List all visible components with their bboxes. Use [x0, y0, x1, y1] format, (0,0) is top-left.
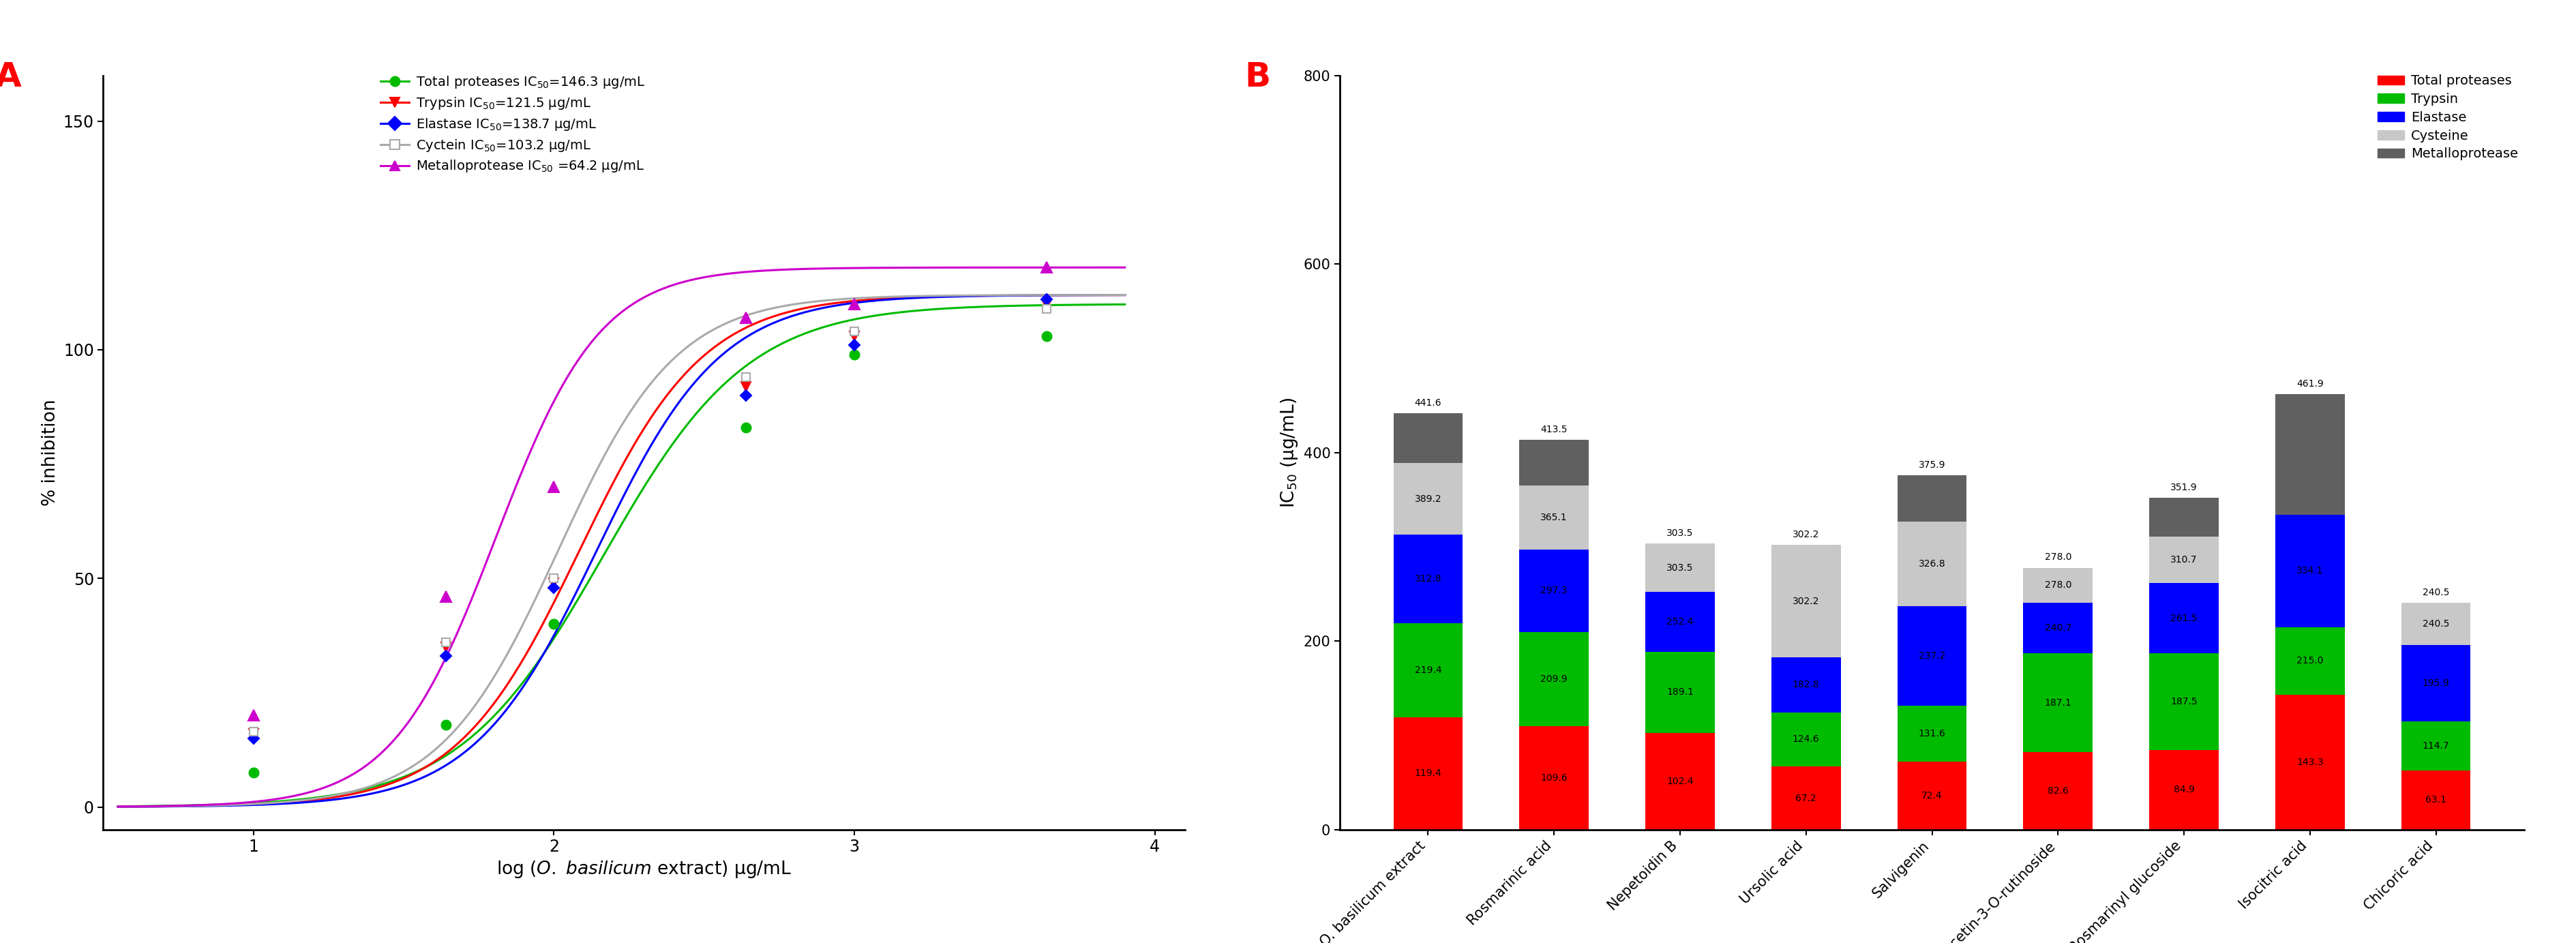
Text: 72.4: 72.4	[1922, 791, 1942, 801]
Text: 375.9: 375.9	[1919, 460, 1945, 470]
Bar	[1520, 486, 1589, 550]
Bar	[1394, 718, 1463, 830]
Bar	[2275, 627, 2344, 695]
Bar	[1899, 475, 1965, 521]
Y-axis label: % inhibition: % inhibition	[41, 399, 59, 506]
Text: 102.4: 102.4	[1667, 777, 1692, 786]
Bar	[2148, 583, 2218, 653]
Text: 261.5: 261.5	[2172, 613, 2197, 623]
Text: 237.2: 237.2	[1919, 652, 1945, 661]
Bar	[2022, 752, 2092, 830]
Text: 252.4: 252.4	[1667, 617, 1692, 626]
Text: 124.6: 124.6	[1793, 735, 1819, 744]
Text: 461.9: 461.9	[2295, 379, 2324, 389]
Text: 189.1: 189.1	[1667, 687, 1692, 697]
Text: A: A	[0, 60, 21, 93]
Text: 114.7: 114.7	[2421, 741, 2450, 751]
Text: 312.8: 312.8	[1414, 574, 1443, 584]
Bar	[2022, 568, 2092, 603]
Text: 413.5: 413.5	[1540, 424, 1566, 434]
Bar	[1646, 734, 1716, 830]
Text: 278.0: 278.0	[2045, 553, 2071, 562]
Text: 389.2: 389.2	[1414, 494, 1443, 504]
Bar	[1394, 623, 1463, 718]
Text: 326.8: 326.8	[1919, 559, 1945, 569]
Text: 84.9: 84.9	[2174, 785, 2195, 795]
Text: 303.5: 303.5	[1667, 528, 1692, 538]
Bar	[2401, 770, 2470, 830]
Text: 278.0: 278.0	[2045, 581, 2071, 590]
Bar	[1520, 439, 1589, 486]
Y-axis label: IC$_{50}$ (μg/mL): IC$_{50}$ (μg/mL)	[1280, 397, 1298, 508]
Bar	[2148, 498, 2218, 537]
Bar	[2022, 603, 2092, 653]
Text: 303.5: 303.5	[1667, 563, 1692, 572]
Legend: Total proteases, Trypsin, Elastase, Cysteine, Metalloprotease: Total proteases, Trypsin, Elastase, Cyst…	[2378, 74, 2517, 160]
Bar	[2401, 645, 2470, 721]
Legend: Total proteases IC$_{50}$=146.3 μg/mL, Trypsin IC$_{50}$=121.5 μg/mL, Elastase I: Total proteases IC$_{50}$=146.3 μg/mL, T…	[381, 74, 647, 174]
Text: 441.6: 441.6	[1414, 398, 1443, 407]
Text: 182.8: 182.8	[1793, 680, 1819, 689]
Text: 67.2: 67.2	[1795, 793, 1816, 802]
Bar	[1394, 535, 1463, 623]
Bar	[1772, 545, 1842, 657]
X-axis label: log ($\mathit{O.\ basilicum}$ extract) µg/mL: log ($\mathit{O.\ basilicum}$ extract) µ…	[497, 859, 791, 880]
Bar	[2401, 604, 2470, 645]
Text: 63.1: 63.1	[2427, 795, 2447, 805]
Bar	[1520, 632, 1589, 726]
Bar	[1899, 521, 1965, 606]
Bar	[1520, 550, 1589, 632]
Bar	[1520, 726, 1589, 830]
Bar	[1899, 606, 1965, 705]
Bar	[1899, 762, 1965, 830]
Text: 351.9: 351.9	[2172, 483, 2197, 492]
Text: 143.3: 143.3	[2298, 757, 2324, 767]
Bar	[1772, 767, 1842, 830]
Bar	[2148, 750, 2218, 830]
Text: 334.1: 334.1	[2298, 566, 2324, 576]
Bar	[1772, 657, 1842, 712]
Bar	[1646, 592, 1716, 652]
Bar	[2401, 721, 2470, 770]
Bar	[1899, 705, 1965, 762]
Bar	[1394, 413, 1463, 463]
Bar	[2148, 537, 2218, 583]
Bar	[2022, 653, 2092, 752]
Text: 240.5: 240.5	[2421, 620, 2450, 629]
Text: 302.2: 302.2	[1793, 530, 1819, 539]
Text: 187.1: 187.1	[2045, 698, 2071, 707]
Text: 109.6: 109.6	[1540, 773, 1569, 783]
Bar	[1772, 712, 1842, 767]
Text: 240.5: 240.5	[2421, 587, 2450, 598]
Text: 119.4: 119.4	[1414, 769, 1443, 778]
Bar	[1394, 463, 1463, 535]
Text: 131.6: 131.6	[1919, 729, 1945, 738]
Text: 187.5: 187.5	[2172, 697, 2197, 706]
Text: 219.4: 219.4	[1414, 666, 1443, 675]
Text: 209.9: 209.9	[1540, 674, 1569, 684]
Text: 240.7: 240.7	[2045, 623, 2071, 633]
Text: 215.0: 215.0	[2298, 656, 2324, 666]
Bar	[2275, 394, 2344, 515]
Text: 297.3: 297.3	[1540, 586, 1566, 595]
Text: 82.6: 82.6	[2048, 786, 2069, 796]
Text: 365.1: 365.1	[1540, 513, 1569, 522]
Text: 310.7: 310.7	[2172, 555, 2197, 565]
Text: 195.9: 195.9	[2421, 679, 2450, 688]
Bar	[2275, 695, 2344, 830]
Bar	[1646, 543, 1716, 592]
Text: B: B	[1244, 60, 1270, 93]
Text: 302.2: 302.2	[1793, 596, 1819, 606]
Bar	[2148, 653, 2218, 750]
Bar	[1646, 652, 1716, 734]
Bar	[2275, 515, 2344, 627]
